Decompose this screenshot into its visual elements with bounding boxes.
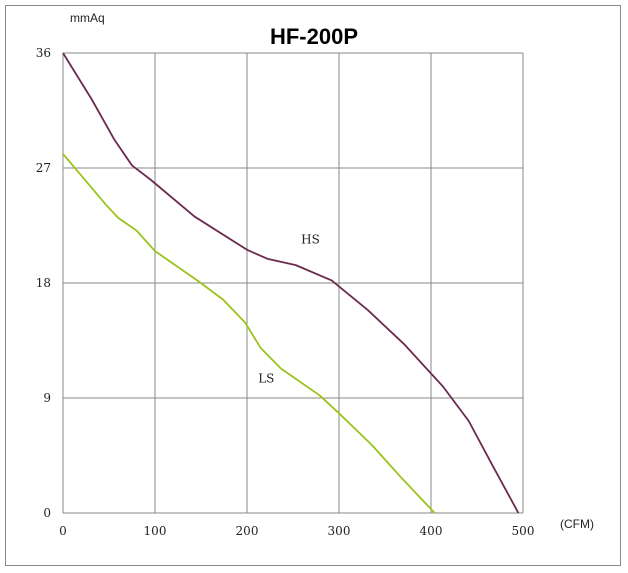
y-tick-label: 18 <box>36 276 51 290</box>
x-tick-label: 100 <box>144 524 167 538</box>
x-axis-unit: (CFM) <box>560 517 594 531</box>
x-tick-label: 200 <box>236 524 259 538</box>
y-tick-label: 27 <box>36 161 51 175</box>
chart-frame <box>5 5 621 566</box>
series-label-ls: LS <box>258 372 274 386</box>
series-line-hs <box>62 52 520 514</box>
chart-title: HF-200P <box>270 24 358 49</box>
series-label-hs: HS <box>301 232 320 246</box>
x-tick-label: 0 <box>59 524 67 538</box>
series-line-ls <box>62 153 436 514</box>
y-axis-unit: mmAq <box>70 11 105 25</box>
x-tick-label: 300 <box>328 524 351 538</box>
y-tick-label: 0 <box>43 506 51 520</box>
y-tick-label: 36 <box>36 46 51 60</box>
x-tick-label: 400 <box>420 524 443 538</box>
x-tick-label: 500 <box>512 524 535 538</box>
y-tick-label: 9 <box>43 391 51 405</box>
